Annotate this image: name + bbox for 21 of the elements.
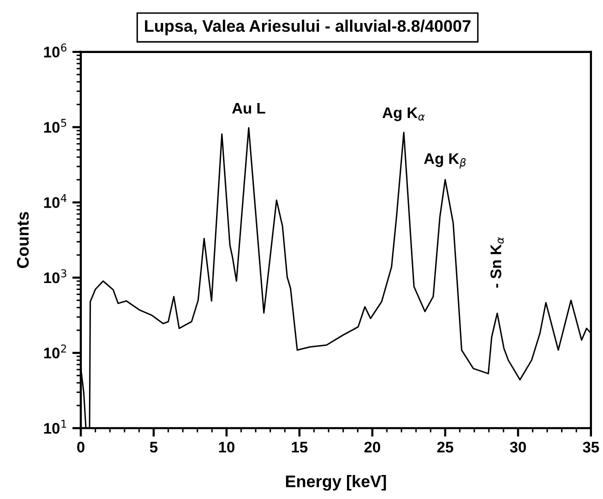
x-tick-label: 10	[219, 442, 234, 453]
annotation: Au L	[232, 103, 266, 114]
x-axis-title: Energy [keV]	[286, 475, 386, 491]
y-tick-label: 10$^{2}$	[44, 344, 66, 358]
x-tick-label: 30	[510, 442, 526, 453]
y-tick-label: 10$^{1}$	[44, 420, 66, 434]
x-tick-label: 15	[292, 442, 308, 453]
chart-title: Lupsa, Valea Ariesului - alluvial-8.8/40007	[145, 20, 470, 36]
y-tick-label: 10$^{3}$	[44, 269, 66, 284]
x-tick-label: 35	[582, 442, 600, 453]
x-tick-label: 20	[364, 442, 380, 453]
x-tick-label: 25	[437, 442, 454, 453]
annotation: Ag K$_{β}$	[424, 153, 466, 169]
y-tick-label: 10$^{6}$	[44, 44, 66, 58]
x-tick-label: 0	[77, 442, 84, 453]
y-tick-label: 10$^{5}$	[44, 118, 66, 133]
annotation: - Sn K$_{α}$	[490, 237, 504, 288]
y-axis-title: Counts	[16, 212, 29, 268]
y-tick-label: 10$^{4}$	[44, 194, 67, 208]
x-tick-label: 5	[150, 442, 158, 453]
annotation: Ag K$_{α}$	[382, 107, 425, 122]
